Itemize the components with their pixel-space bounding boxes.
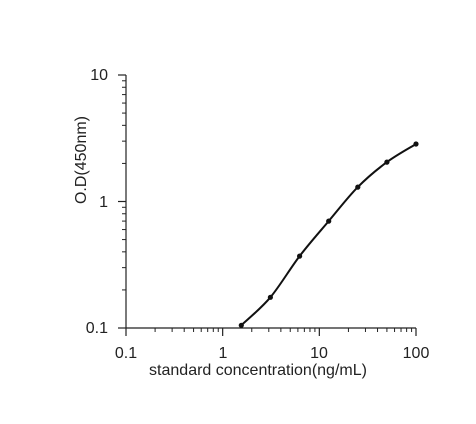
y-tick-label-0.1: 0.1	[86, 320, 108, 337]
data-point	[413, 141, 419, 147]
data-point	[326, 218, 332, 224]
x-tick-label-100: 100	[403, 345, 430, 362]
series-points	[238, 141, 419, 328]
y-axis-major-ticks	[118, 74, 126, 329]
x-tick-label-1: 1	[219, 345, 228, 362]
x-axis-title: standard concentration(ng/mL)	[149, 362, 367, 379]
data-point	[384, 159, 390, 165]
x-tick-label-0.1: 0.1	[115, 345, 137, 362]
y-axis-minor-ticks	[122, 80, 126, 291]
y-tick-labels: 10 1 0.1	[86, 67, 108, 337]
y-axis-title: O.D(450nm)	[73, 116, 90, 204]
y-tick-label-10: 10	[90, 67, 108, 84]
data-point	[267, 294, 273, 300]
x-axis-major-ticks	[125, 328, 417, 336]
x-tick-labels: 0.1 1 10 100	[115, 345, 430, 362]
data-point	[355, 184, 361, 190]
data-point	[238, 322, 244, 328]
y-tick-label-1: 1	[99, 194, 108, 211]
x-axis-minor-ticks	[154, 328, 413, 332]
x-tick-label-10: 10	[310, 345, 328, 362]
data-point	[297, 253, 303, 259]
series-curve	[240, 143, 417, 327]
